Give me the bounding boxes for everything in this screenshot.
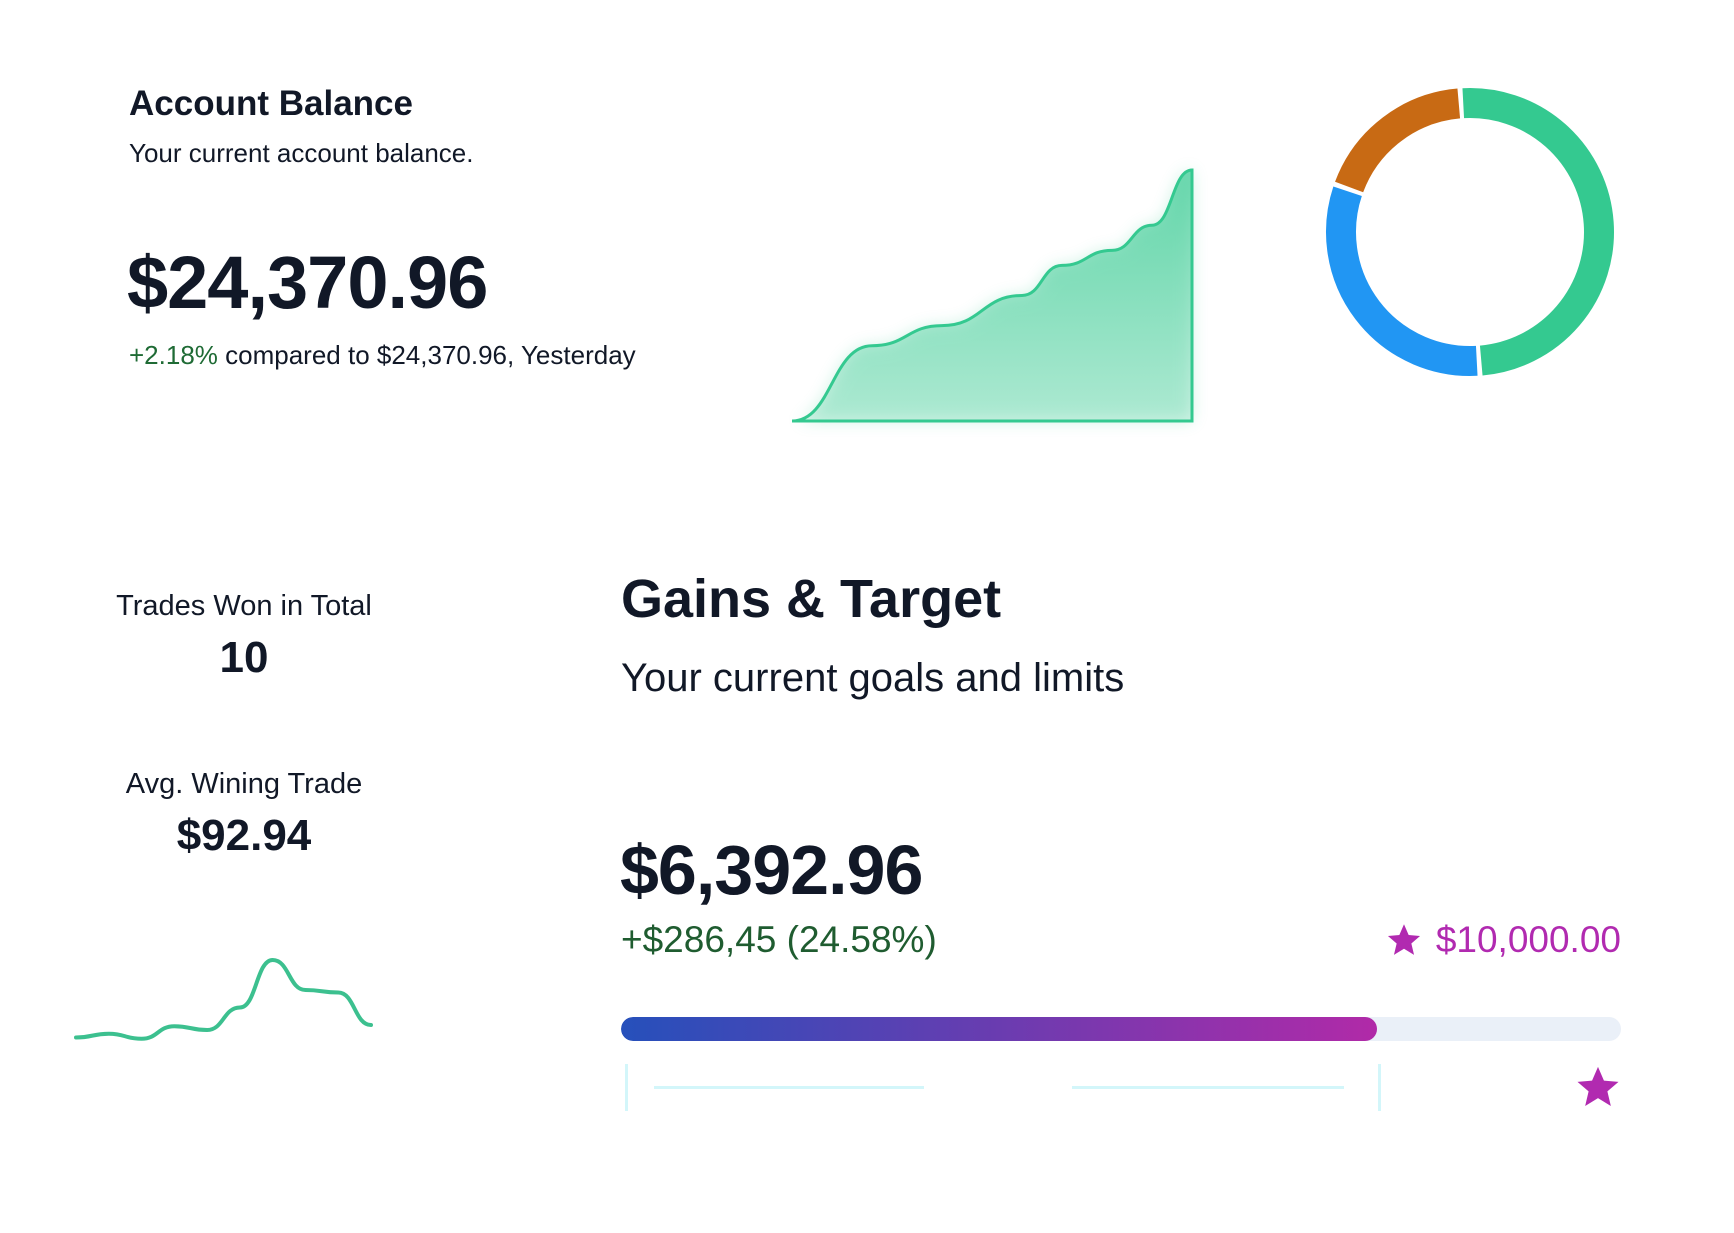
- range-line: [1072, 1086, 1344, 1089]
- stat-value: 10: [219, 633, 269, 682]
- change-percent: +2.18%: [129, 340, 218, 370]
- gains-target: $10,000.00: [1386, 919, 1621, 961]
- donut-segment-0: [1462, 88, 1614, 376]
- tick-current: [1378, 1064, 1381, 1111]
- donut-segment-2: [1335, 88, 1461, 193]
- account-balance-value: $24,370.96: [127, 241, 488, 324]
- account-balance-subtitle: Your current account balance.: [129, 138, 474, 168]
- donut-segment-1: [1326, 186, 1478, 376]
- gains-amount: $6,392.96: [620, 831, 923, 909]
- star-icon: [1387, 924, 1420, 955]
- gains-title: Gains & Target: [621, 569, 1002, 629]
- balance-change: +2.18% compared to $24,370.96, Yesterday: [129, 340, 636, 371]
- target-value: $10,000.00: [1435, 919, 1621, 960]
- balance-area-chart: [791, 168, 1194, 423]
- target-progress-bar: [621, 1017, 1621, 1041]
- gains-subtitle: Your current goals and limits: [621, 656, 1125, 700]
- gains-change: +$286,45 (24.58%): [621, 919, 937, 960]
- stat-trades-won: Trades Won in Total 10: [94, 590, 394, 683]
- sparkline-chart: [74, 957, 373, 1041]
- change-text: compared to $24,370.96, Yesterday: [217, 340, 636, 370]
- tick-start: [625, 1064, 628, 1111]
- area-fill: [791, 168, 1194, 423]
- stat-label: Trades Won in Total: [116, 590, 372, 622]
- account-balance-title: Account Balance: [129, 84, 413, 123]
- stat-label: Avg. Wining Trade: [125, 768, 363, 800]
- donut-chart: [1326, 88, 1614, 376]
- stat-value: $92.94: [176, 811, 312, 860]
- range-line: [654, 1086, 924, 1089]
- sparkline-line: [74, 957, 373, 1041]
- star-icon: [1577, 1066, 1619, 1106]
- progress-fill: [621, 1017, 1377, 1041]
- stat-avg-winning-trade: Avg. Wining Trade $92.94: [94, 768, 394, 861]
